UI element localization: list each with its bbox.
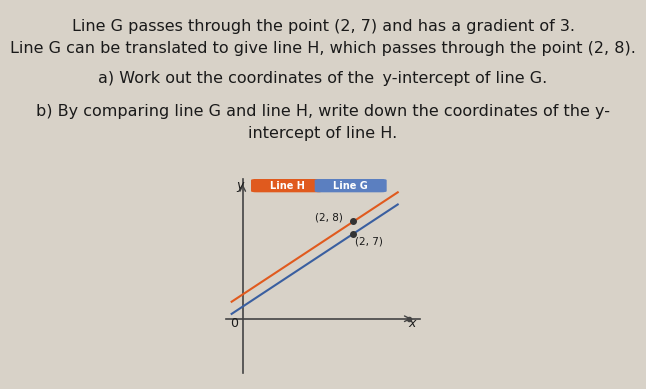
FancyBboxPatch shape [315,179,387,192]
Text: b) By comparing line G and line H, write down the coordinates of the y-: b) By comparing line G and line H, write… [36,104,610,119]
Text: Line G: Line G [333,180,368,191]
Text: intercept of line H.: intercept of line H. [248,126,398,141]
Text: (2, 8): (2, 8) [315,212,342,222]
Text: Line H: Line H [269,180,304,191]
FancyBboxPatch shape [251,179,323,192]
Text: (2, 7): (2, 7) [355,237,383,247]
Text: x: x [408,317,415,330]
Text: Line G can be translated to give line H, which passes through the point (2, 8).: Line G can be translated to give line H,… [10,41,636,56]
Text: Line G passes through the point (2, 7) and has a gradient of 3.: Line G passes through the point (2, 7) a… [72,19,574,34]
Text: y: y [236,179,244,191]
Text: 0: 0 [231,317,238,330]
Text: a) Work out the coordinates of the  y-intercept of line G.: a) Work out the coordinates of the y-int… [98,71,548,86]
